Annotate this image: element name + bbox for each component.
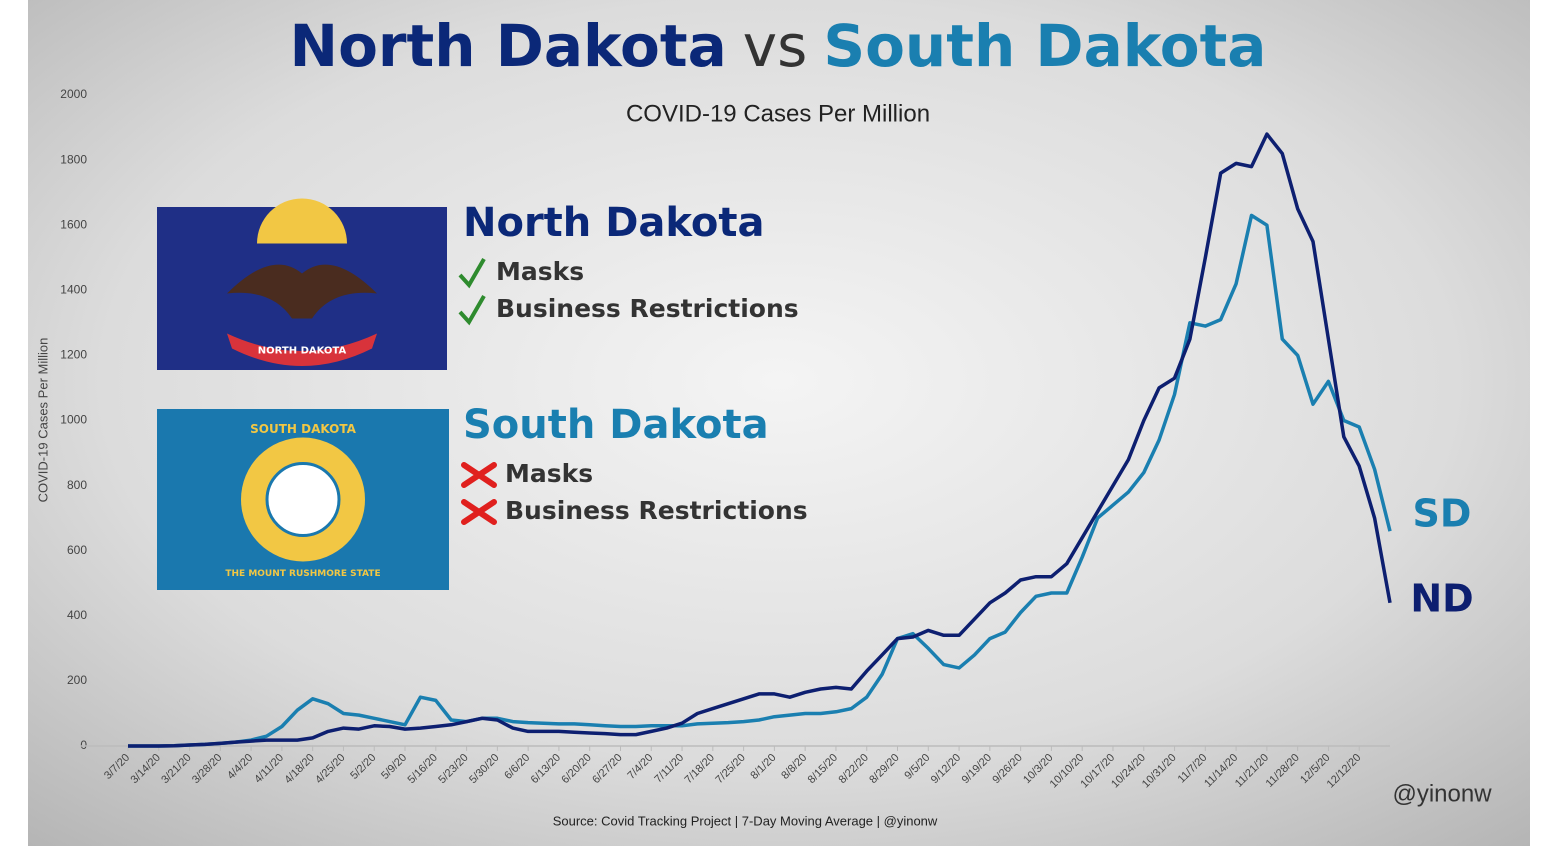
- flag-ribbon: [227, 333, 377, 366]
- flag-eagle: [227, 264, 377, 319]
- y-tick-label: 1600: [60, 217, 87, 231]
- check-icon: [458, 295, 486, 326]
- title-part: North Dakota: [290, 12, 727, 80]
- y-tick-label: 1800: [60, 152, 87, 166]
- y-tick-label: 0: [80, 738, 87, 752]
- y-tick-label: 2000: [60, 87, 87, 101]
- panel-item: Business Restrictions: [505, 496, 808, 525]
- y-tick-label: 600: [67, 543, 87, 557]
- flag-sun: [257, 198, 347, 244]
- line-series: [128, 213, 1392, 748]
- cross-icon: [461, 499, 497, 525]
- line-series: [128, 132, 1392, 748]
- title-part: vs: [743, 12, 808, 80]
- y-tick-label: 1200: [60, 348, 87, 362]
- y-tick-label: 1000: [60, 413, 87, 427]
- flag-seal: [265, 462, 341, 537]
- title-part: South Dakota: [823, 12, 1266, 80]
- y-tick-label: 200: [67, 673, 87, 687]
- y-tick-label: 400: [67, 608, 87, 622]
- end-label: ND: [1410, 576, 1473, 620]
- panel-title: North Dakota: [463, 200, 765, 246]
- source: Source: Covid Tracking Project | 7-Day M…: [553, 813, 938, 828]
- flag-text: SOUTH DAKOTA: [250, 422, 356, 436]
- panel-title: South Dakota: [463, 402, 769, 448]
- check-icon: [458, 258, 486, 289]
- flag-text: THE MOUNT RUSHMORE STATE: [225, 569, 380, 579]
- panel-item: Business Restrictions: [496, 294, 799, 323]
- y-tick-label: 800: [67, 478, 87, 492]
- panel-item: Masks: [496, 257, 584, 286]
- panel-item: Masks: [505, 459, 593, 488]
- end-label: SD: [1413, 492, 1472, 536]
- chart-title: North Dakota vs South Dakota: [290, 12, 1267, 80]
- y-axis-label: COVID-19 Cases Per Million: [35, 338, 50, 503]
- flag-text: NORTH DAKOTA: [258, 346, 347, 357]
- y-tick-label: 1400: [60, 282, 87, 296]
- credit: @yinonw: [1392, 780, 1492, 807]
- subtitle: COVID-19 Cases Per Million: [626, 100, 930, 127]
- cross-icon: [461, 462, 497, 488]
